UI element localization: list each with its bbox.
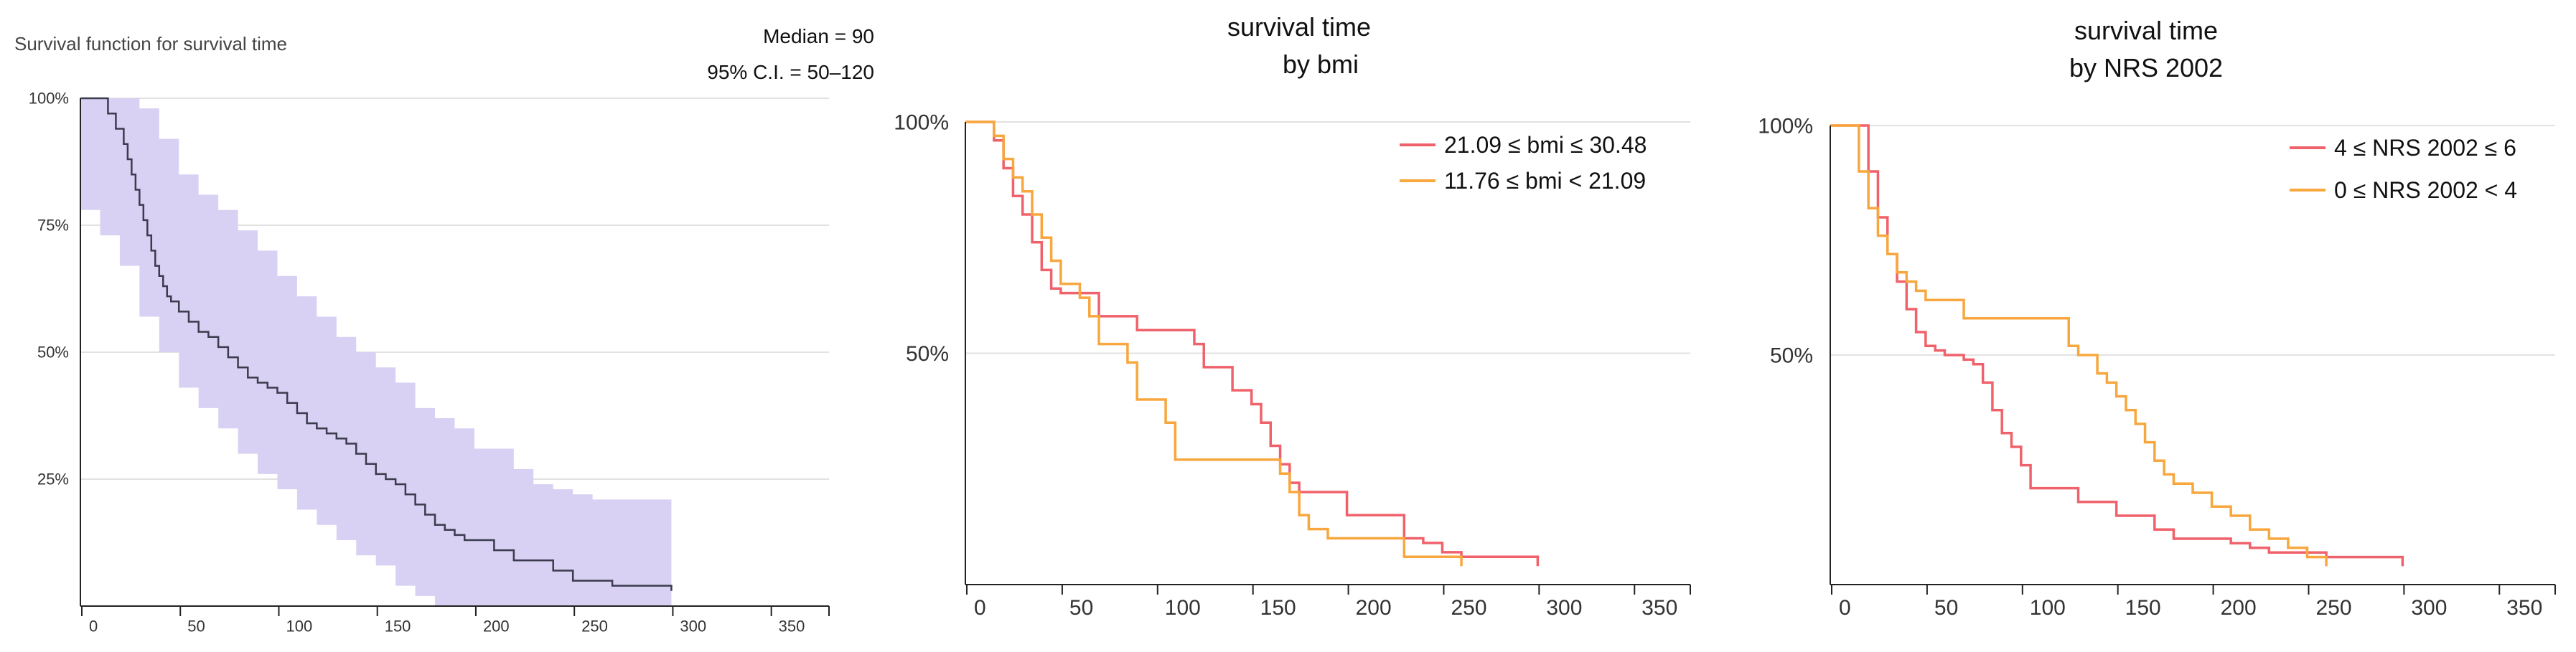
x-tick-label: 300 (1546, 596, 1582, 620)
x-tick-label: 150 (385, 618, 411, 636)
y-tick-label: 50% (906, 342, 949, 366)
x-tick-label: 0 (89, 618, 98, 636)
x-tick-label: 300 (2411, 596, 2447, 620)
survival-lines (80, 97, 673, 591)
x-tick-label: 250 (2315, 596, 2351, 620)
survival-lines (1830, 124, 2404, 567)
chart-subtitle: by bmi (1283, 49, 1359, 79)
x-tick-label: 250 (1451, 596, 1486, 620)
gridlines (965, 121, 1690, 354)
y-tick-label: 50% (37, 344, 69, 362)
y-tick-label: 100% (894, 111, 949, 135)
axes (1830, 126, 2556, 595)
x-tick-label: 50 (1934, 596, 1958, 620)
x-tick-label: 100 (1165, 596, 1201, 620)
x-tick-label: 300 (680, 618, 706, 636)
median-annotation: Median = 90 (763, 25, 874, 47)
x-tick-label: 150 (2125, 596, 2161, 620)
x-tick-label: 350 (1641, 596, 1677, 620)
x-tick-label: 250 (581, 618, 608, 636)
y-tick-labels: 100% 50% (894, 111, 949, 367)
x-tick-label: 0 (1839, 596, 1851, 620)
legend: 21.09 ≤ bmi ≤ 30.48 11.76 ≤ bmi < 21.09 (1400, 132, 1647, 194)
legend: 4 ≤ NRS 2002 ≤ 6 0 ≤ NRS 2002 < 4 (2290, 135, 2517, 203)
series-line-1 (965, 121, 1540, 567)
panel-by-bmi: survival time by bmi 100% 50% 0 50 100 150 20… (894, 12, 1691, 620)
x-tick-labels: 0 50 100 150 200 250 300 350 (1839, 596, 2542, 620)
x-tick-label: 200 (483, 618, 510, 636)
panel-overall-survival: Survival function for survival time Medi… (14, 25, 874, 636)
x-tick-label: 100 (2030, 596, 2066, 620)
x-tick-label: 200 (1356, 596, 1392, 620)
x-tick-label: 150 (1260, 596, 1296, 620)
x-tick-label: 50 (1069, 596, 1093, 620)
series-line-2 (1830, 124, 2328, 567)
legend-label-2: 11.76 ≤ bmi < 21.09 (1444, 168, 1646, 194)
x-tick-label: 350 (779, 618, 805, 636)
y-tick-label: 100% (29, 90, 69, 108)
axes (965, 122, 1691, 595)
x-tick-labels: 0 50 100 150 200 250 300 350 (974, 596, 1677, 620)
x-tick-label: 50 (187, 618, 205, 636)
x-tick-label: 100 (286, 618, 312, 636)
y-tick-label: 50% (1770, 344, 1813, 368)
panel-by-nrs: survival time by NRS 2002 100% 50% 0 50 100… (1758, 16, 2556, 620)
x-tick-label: 0 (974, 596, 986, 620)
y-tick-label: 75% (37, 217, 69, 235)
chart-subtitle: by NRS 2002 (2069, 53, 2223, 82)
chart-title: survival time (1227, 12, 1371, 42)
x-tick-label: 350 (2506, 596, 2542, 620)
survival-lines (965, 121, 1540, 567)
ci-annotation: 95% C.I. = 50–120 (707, 61, 874, 83)
legend-label-2: 0 ≤ NRS 2002 < 4 (2334, 177, 2517, 203)
series-line-1 (80, 97, 673, 591)
series-line-1 (1830, 124, 2404, 567)
legend-label-1: 21.09 ≤ bmi ≤ 30.48 (1444, 132, 1647, 158)
y-tick-labels: 100% 50% (1758, 115, 1813, 368)
axes (80, 98, 830, 616)
series-line-2 (965, 121, 1463, 567)
x-tick-labels: 0 50 100 150 200 250 300 350 (89, 618, 805, 636)
chart-title: survival time (2074, 16, 2218, 45)
legend-label-1: 4 ≤ NRS 2002 ≤ 6 (2334, 135, 2516, 161)
x-tick-label: 200 (2221, 596, 2257, 620)
confidence-band (80, 98, 672, 606)
y-tick-label: 100% (1758, 115, 1813, 138)
y-tick-label: 25% (37, 471, 69, 488)
chart-title: Survival function for survival time (14, 33, 287, 55)
y-tick-labels: 100% 75% 50% 25% (29, 90, 69, 488)
